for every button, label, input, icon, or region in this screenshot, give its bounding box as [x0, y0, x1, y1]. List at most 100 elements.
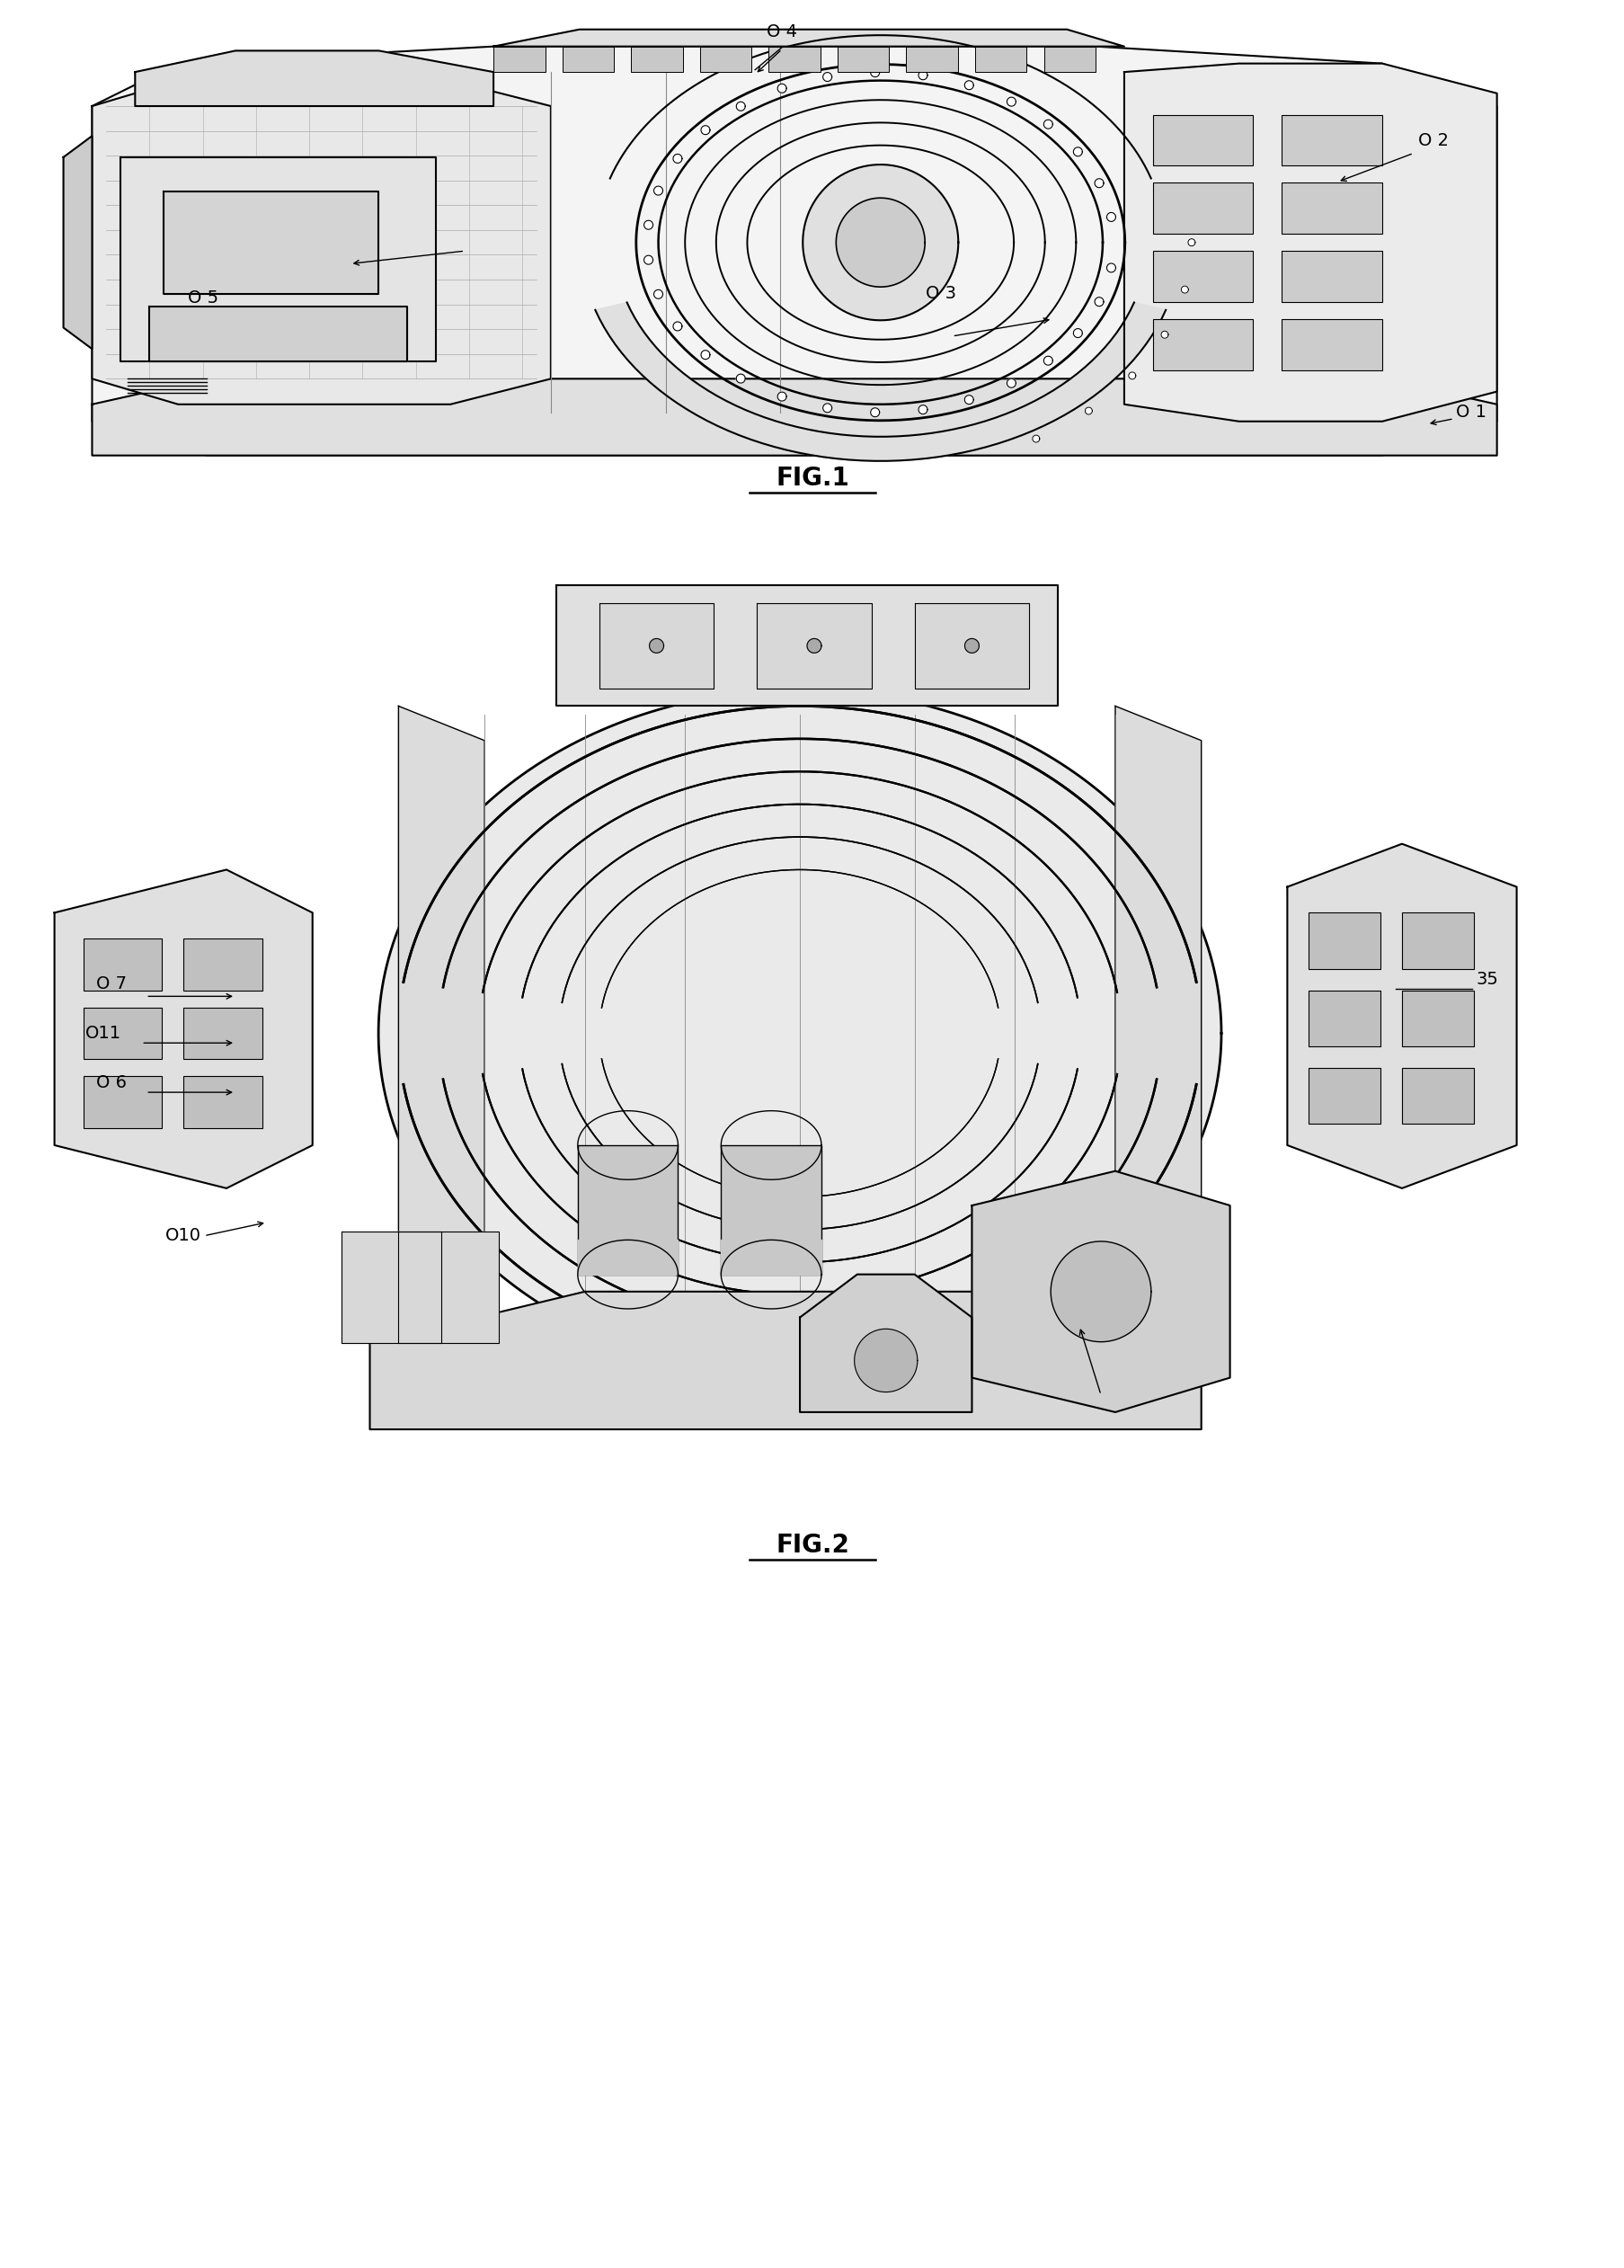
Polygon shape	[149, 306, 408, 361]
Polygon shape	[164, 191, 378, 293]
Bar	[578, 1145, 677, 1275]
Bar	[1281, 320, 1382, 370]
Bar	[83, 1007, 162, 1059]
Text: O 4: O 4	[767, 23, 797, 41]
Polygon shape	[918, 406, 927, 415]
Polygon shape	[799, 1275, 971, 1413]
Polygon shape	[807, 640, 822, 653]
Polygon shape	[1085, 408, 1091, 415]
Polygon shape	[1073, 147, 1082, 156]
Polygon shape	[736, 102, 745, 111]
Bar	[1402, 1068, 1473, 1123]
Bar	[1153, 116, 1252, 166]
Text: O 2: O 2	[1418, 132, 1449, 150]
Polygon shape	[700, 349, 710, 358]
Text: O 6: O 6	[96, 1075, 127, 1091]
Polygon shape	[1286, 844, 1515, 1188]
Polygon shape	[971, 1170, 1229, 1413]
Polygon shape	[370, 1290, 1200, 1429]
Bar	[836, 45, 888, 73]
Bar	[1153, 252, 1252, 302]
Polygon shape	[700, 125, 710, 134]
Polygon shape	[965, 395, 973, 404]
Polygon shape	[918, 70, 927, 79]
Polygon shape	[378, 689, 1221, 1377]
Text: O 3: O 3	[924, 286, 955, 302]
Polygon shape	[1031, 435, 1039, 442]
Polygon shape	[822, 404, 831, 413]
Polygon shape	[1073, 329, 1082, 338]
Bar	[184, 1007, 261, 1059]
Polygon shape	[555, 585, 1057, 705]
Bar	[1043, 45, 1095, 73]
Bar	[494, 45, 544, 73]
Polygon shape	[643, 256, 653, 265]
Text: O 5: O 5	[188, 290, 219, 306]
Text: FIG.2: FIG.2	[775, 1533, 849, 1558]
Bar	[974, 45, 1026, 73]
Polygon shape	[1043, 120, 1052, 129]
Bar	[184, 1077, 261, 1127]
Polygon shape	[1043, 356, 1052, 365]
Bar	[721, 1145, 822, 1275]
Polygon shape	[736, 374, 745, 383]
Bar	[1307, 912, 1380, 968]
Bar	[562, 45, 614, 73]
Polygon shape	[398, 705, 484, 1361]
Bar	[1153, 184, 1252, 234]
Bar	[1307, 991, 1380, 1046]
Bar	[1281, 116, 1382, 166]
Polygon shape	[802, 166, 958, 320]
Polygon shape	[1129, 372, 1135, 379]
Polygon shape	[1161, 331, 1168, 338]
Bar	[1281, 252, 1382, 302]
Polygon shape	[1106, 213, 1116, 222]
Polygon shape	[643, 220, 653, 229]
Polygon shape	[650, 640, 663, 653]
Polygon shape	[135, 50, 494, 107]
Polygon shape	[672, 154, 682, 163]
Polygon shape	[1095, 297, 1103, 306]
Polygon shape	[1106, 263, 1116, 272]
Bar	[768, 45, 820, 73]
Polygon shape	[63, 136, 93, 349]
Polygon shape	[1007, 98, 1015, 107]
Text: O 1: O 1	[1455, 404, 1486, 420]
Text: O11: O11	[84, 1025, 120, 1041]
Polygon shape	[341, 1232, 442, 1343]
Polygon shape	[1181, 286, 1187, 293]
Polygon shape	[494, 29, 1124, 45]
Bar	[906, 45, 958, 73]
Bar	[630, 45, 682, 73]
Polygon shape	[672, 322, 682, 331]
Bar	[1402, 991, 1473, 1046]
Polygon shape	[965, 82, 973, 91]
Bar	[700, 45, 752, 73]
Text: FIG.1: FIG.1	[775, 465, 849, 490]
Text: O10: O10	[166, 1227, 201, 1243]
Polygon shape	[870, 68, 879, 77]
Polygon shape	[594, 302, 1164, 460]
Polygon shape	[1095, 179, 1103, 188]
Polygon shape	[1051, 1241, 1150, 1343]
Polygon shape	[965, 640, 979, 653]
Polygon shape	[599, 603, 713, 689]
Polygon shape	[854, 1329, 918, 1393]
Polygon shape	[822, 73, 831, 82]
Text: O 7: O 7	[96, 975, 127, 993]
Polygon shape	[870, 408, 879, 417]
Polygon shape	[1124, 64, 1496, 422]
Polygon shape	[120, 156, 435, 361]
Polygon shape	[1114, 705, 1200, 1361]
Polygon shape	[1187, 238, 1195, 245]
Polygon shape	[1007, 379, 1015, 388]
Polygon shape	[836, 197, 924, 288]
Polygon shape	[778, 84, 786, 93]
Bar	[1307, 1068, 1380, 1123]
Polygon shape	[55, 869, 312, 1188]
Bar	[83, 1077, 162, 1127]
Polygon shape	[578, 1241, 677, 1275]
Bar	[184, 939, 261, 991]
Bar	[1402, 912, 1473, 968]
Polygon shape	[721, 1241, 822, 1275]
